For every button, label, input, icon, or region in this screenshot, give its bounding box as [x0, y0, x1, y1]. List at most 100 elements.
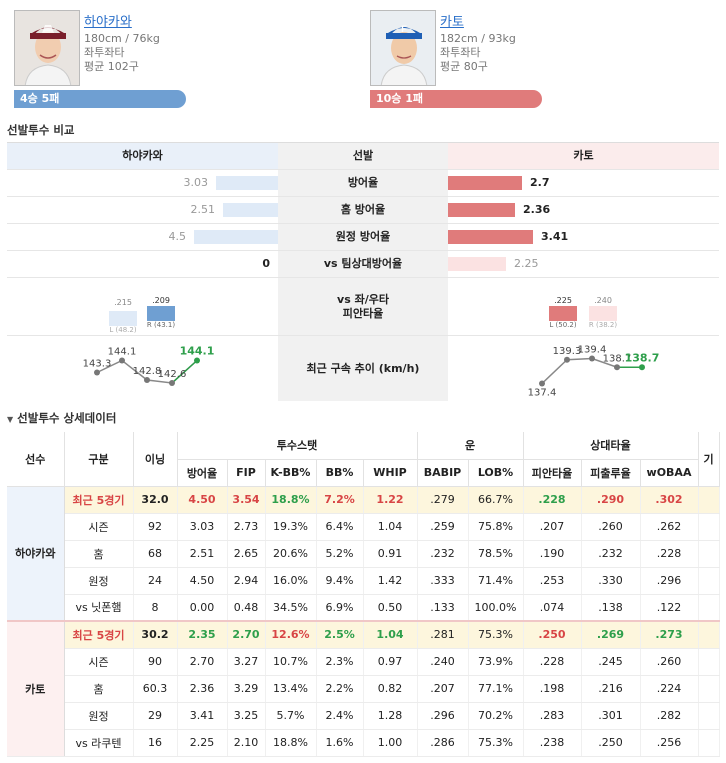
stat-cell: .296: [640, 567, 699, 595]
stat-cell: 10.7%: [265, 648, 317, 676]
stat-cell: 30.2: [133, 621, 178, 649]
stat-cell: .302: [640, 486, 699, 514]
stat-cell: .198: [523, 675, 582, 703]
table-row: 시즌 92 3.03 2.73 19.3% 6.4% 1.04.259 75.8% .207.2…: [7, 513, 720, 541]
compare-right-bar: [448, 230, 533, 244]
stat-cell: 0.97: [363, 648, 418, 676]
split-left-r-val: .209: [152, 296, 170, 305]
stat-cell: .296: [417, 702, 469, 730]
stat-cell: .224: [640, 675, 699, 703]
stat-cell: .216: [581, 675, 641, 703]
stat-cell: 0.48: [227, 594, 266, 622]
table-row: vs 라쿠텐 16 2.25 2.10 18.8% 1.6% 1.00.286 75.3% .2…: [7, 729, 720, 757]
velocity-value-label-left: 144.1: [108, 347, 137, 358]
overflow-cell: [698, 513, 720, 541]
split-row: vs 좌/우타 피안타율 .215 L (48.2) .209 R (43.1)…: [7, 278, 719, 336]
compare-row-label: 홈 방어율: [278, 197, 448, 223]
stat-cell: .253: [523, 567, 582, 595]
split-left-r-bar: [147, 306, 175, 321]
th-group-opp: 상대타율: [523, 432, 699, 460]
table-row: 시즌 90 2.70 3.27 10.7% 2.3% 0.97.240 73.9% .228.2…: [7, 648, 720, 676]
stat-cell: .207: [417, 675, 469, 703]
stat-cell: 0.91: [363, 540, 418, 568]
detail-section-title-row[interactable]: ▼ 선발투수 상세데이터: [7, 410, 116, 426]
stat-cell: 18.8%: [265, 729, 317, 757]
player-name-right[interactable]: 카토: [440, 15, 464, 30]
stat-cell: .259: [417, 513, 469, 541]
collapse-triangle-icon[interactable]: ▼: [7, 415, 14, 424]
compare-row-label: 방어율: [278, 170, 448, 196]
split-right-r: .240 R (38.2): [588, 296, 618, 329]
row-type: vs 라쿠텐: [64, 729, 134, 757]
compare-row-label: 원정 방어율: [278, 224, 448, 250]
row-type: 홈: [64, 540, 134, 568]
velocity-point-left: [119, 357, 125, 364]
stat-cell: .260: [640, 648, 699, 676]
stat-cell: .245: [581, 648, 641, 676]
split-left-r: .209 R (43.1): [146, 296, 176, 329]
stat-cell: .283: [523, 702, 582, 730]
stat-cell: 73.9%: [468, 648, 524, 676]
stat-cell: 75.3%: [468, 621, 524, 649]
overflow-cell: [698, 675, 720, 703]
stat-cell: .133: [417, 594, 469, 622]
compare-row-label: vs 팀상대방어율: [278, 251, 448, 277]
stat-cell: 6.9%: [316, 594, 364, 622]
overflow-cell: [698, 594, 720, 622]
compare-right-value: 3.41: [541, 230, 569, 243]
compare-row: 2.51 홈 방어율 2.36: [7, 197, 719, 224]
stat-cell: 2.70: [177, 648, 228, 676]
th-stat: BB%: [316, 459, 364, 487]
stat-cell: .279: [417, 486, 469, 514]
stat-cell: .273: [640, 621, 699, 649]
row-type: 최근 5경기: [64, 486, 134, 514]
stat-cell: 66.7%: [468, 486, 524, 514]
stat-cell: 3.54: [227, 486, 266, 514]
velocity-value-label-right: 139.3: [553, 346, 582, 357]
stat-cell: 9.4%: [316, 567, 364, 595]
velocity-value-label-right: 138.7: [603, 353, 632, 364]
stat-cell: .256: [640, 729, 699, 757]
player-cell: 하야카와: [7, 486, 65, 622]
th-stat: WHIP: [363, 459, 418, 487]
stat-cell: 70.2%: [468, 702, 524, 730]
th-stat: wOBAA: [640, 459, 699, 487]
th-stat: 피안타율: [523, 459, 582, 487]
table-row: 카토 최근 5경기 30.2 2.35 2.70 12.6% 2.5% 1.04.281 75.…: [7, 621, 720, 757]
th-stat: 피출루율: [581, 459, 641, 487]
th-stat: FIP: [227, 459, 266, 487]
stat-cell: .260: [581, 513, 641, 541]
stat-cell: 92: [133, 513, 178, 541]
stat-cell: .301: [581, 702, 641, 730]
velocity-value-label-right: 137.4: [528, 388, 557, 399]
compare-header-right: 카토: [448, 143, 719, 169]
table-row: 홈 68 2.51 2.65 20.6% 5.2% 0.91.232 78.5% .190.23…: [7, 540, 720, 568]
table-row: 원정 24 4.50 2.94 16.0% 9.4% 1.42.333 71.4% .253.3…: [7, 567, 720, 595]
stat-cell: 3.03: [177, 513, 228, 541]
split-right-r-val: .240: [594, 296, 612, 305]
compare-left-value: 4.5: [168, 230, 187, 243]
velocity-last-segment-left: [171, 359, 198, 384]
table-row: vs 닛폰햄 8 0.00 0.48 34.5% 6.9% 0.50.133 100.0% .0…: [7, 594, 720, 622]
compare-left-value: 2.51: [190, 203, 216, 216]
split-right-l-val: .225: [554, 296, 572, 305]
overflow-cell: [698, 540, 720, 568]
stat-cell: .282: [640, 702, 699, 730]
player-avg-pitch-right: 평균 80구: [440, 60, 488, 73]
svg-text:F: F: [401, 24, 407, 34]
compare-right-value: 2.36: [523, 203, 551, 216]
split-left-r-tag: R (43.1): [146, 321, 176, 329]
stat-cell: .232: [581, 540, 641, 568]
velocity-row: 최근 구속 추이 (km/h) 143.3 144.1 142.8 142.6 144.…: [7, 336, 719, 401]
split-left-l-bar: [109, 311, 137, 326]
th-group-luck: 운: [417, 432, 524, 460]
split-right-l-bar: [549, 306, 577, 321]
compare-header-left: 하야카와: [7, 143, 278, 169]
th-group-pitching: 투수스탯: [177, 432, 418, 460]
player-name-left[interactable]: 하야카와: [84, 15, 132, 30]
stat-cell: 2.36: [177, 675, 228, 703]
stat-cell: 100.0%: [468, 594, 524, 622]
stat-cell: .228: [523, 486, 582, 514]
stat-cell: 2.35: [177, 621, 228, 649]
